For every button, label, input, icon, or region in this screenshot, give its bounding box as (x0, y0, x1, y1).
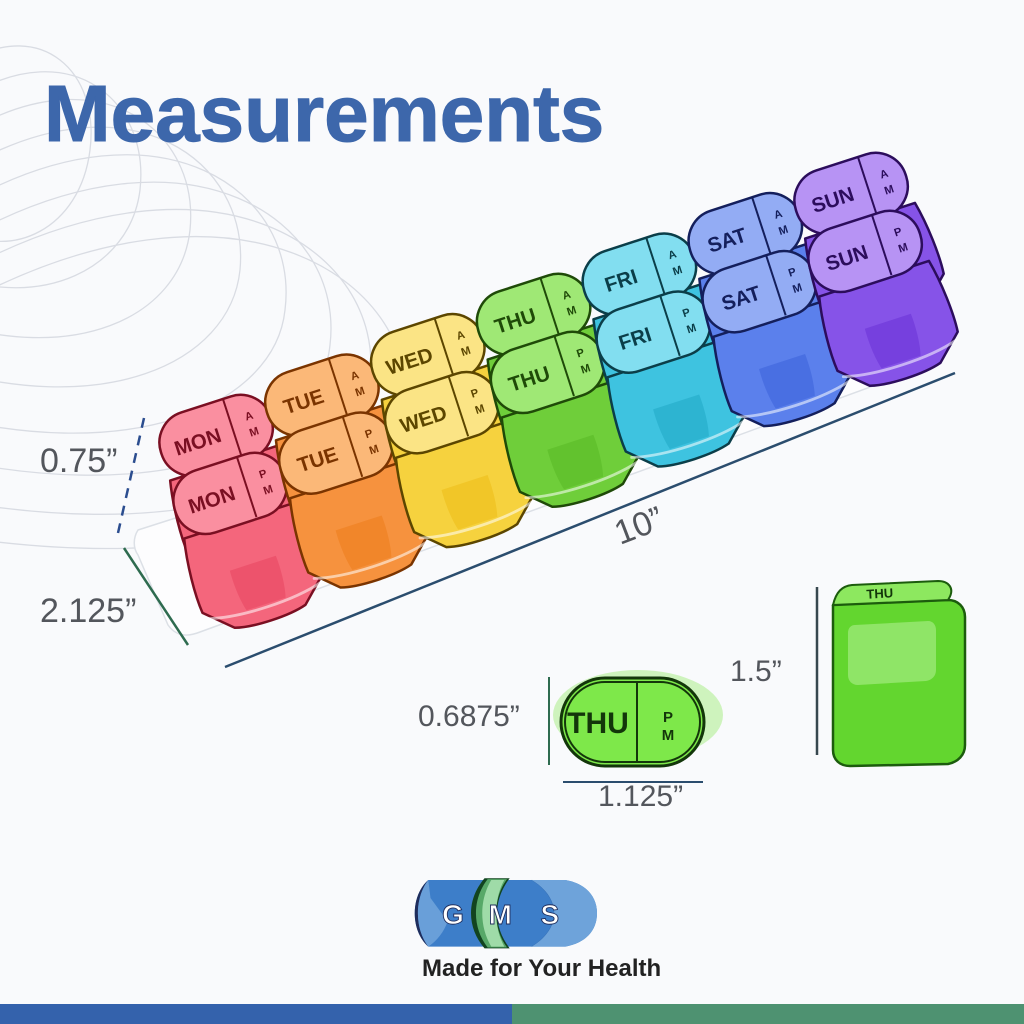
svg-text:THU: THU (567, 707, 629, 740)
svg-text:THU: THU (866, 585, 893, 601)
svg-text:Made for Your Health: Made for Your Health (422, 955, 661, 982)
svg-text:G: G (442, 899, 464, 930)
svg-text:M: M (662, 727, 675, 744)
svg-text:M: M (489, 899, 512, 930)
svg-text:P: P (663, 709, 673, 726)
svg-text:S: S (540, 899, 559, 930)
